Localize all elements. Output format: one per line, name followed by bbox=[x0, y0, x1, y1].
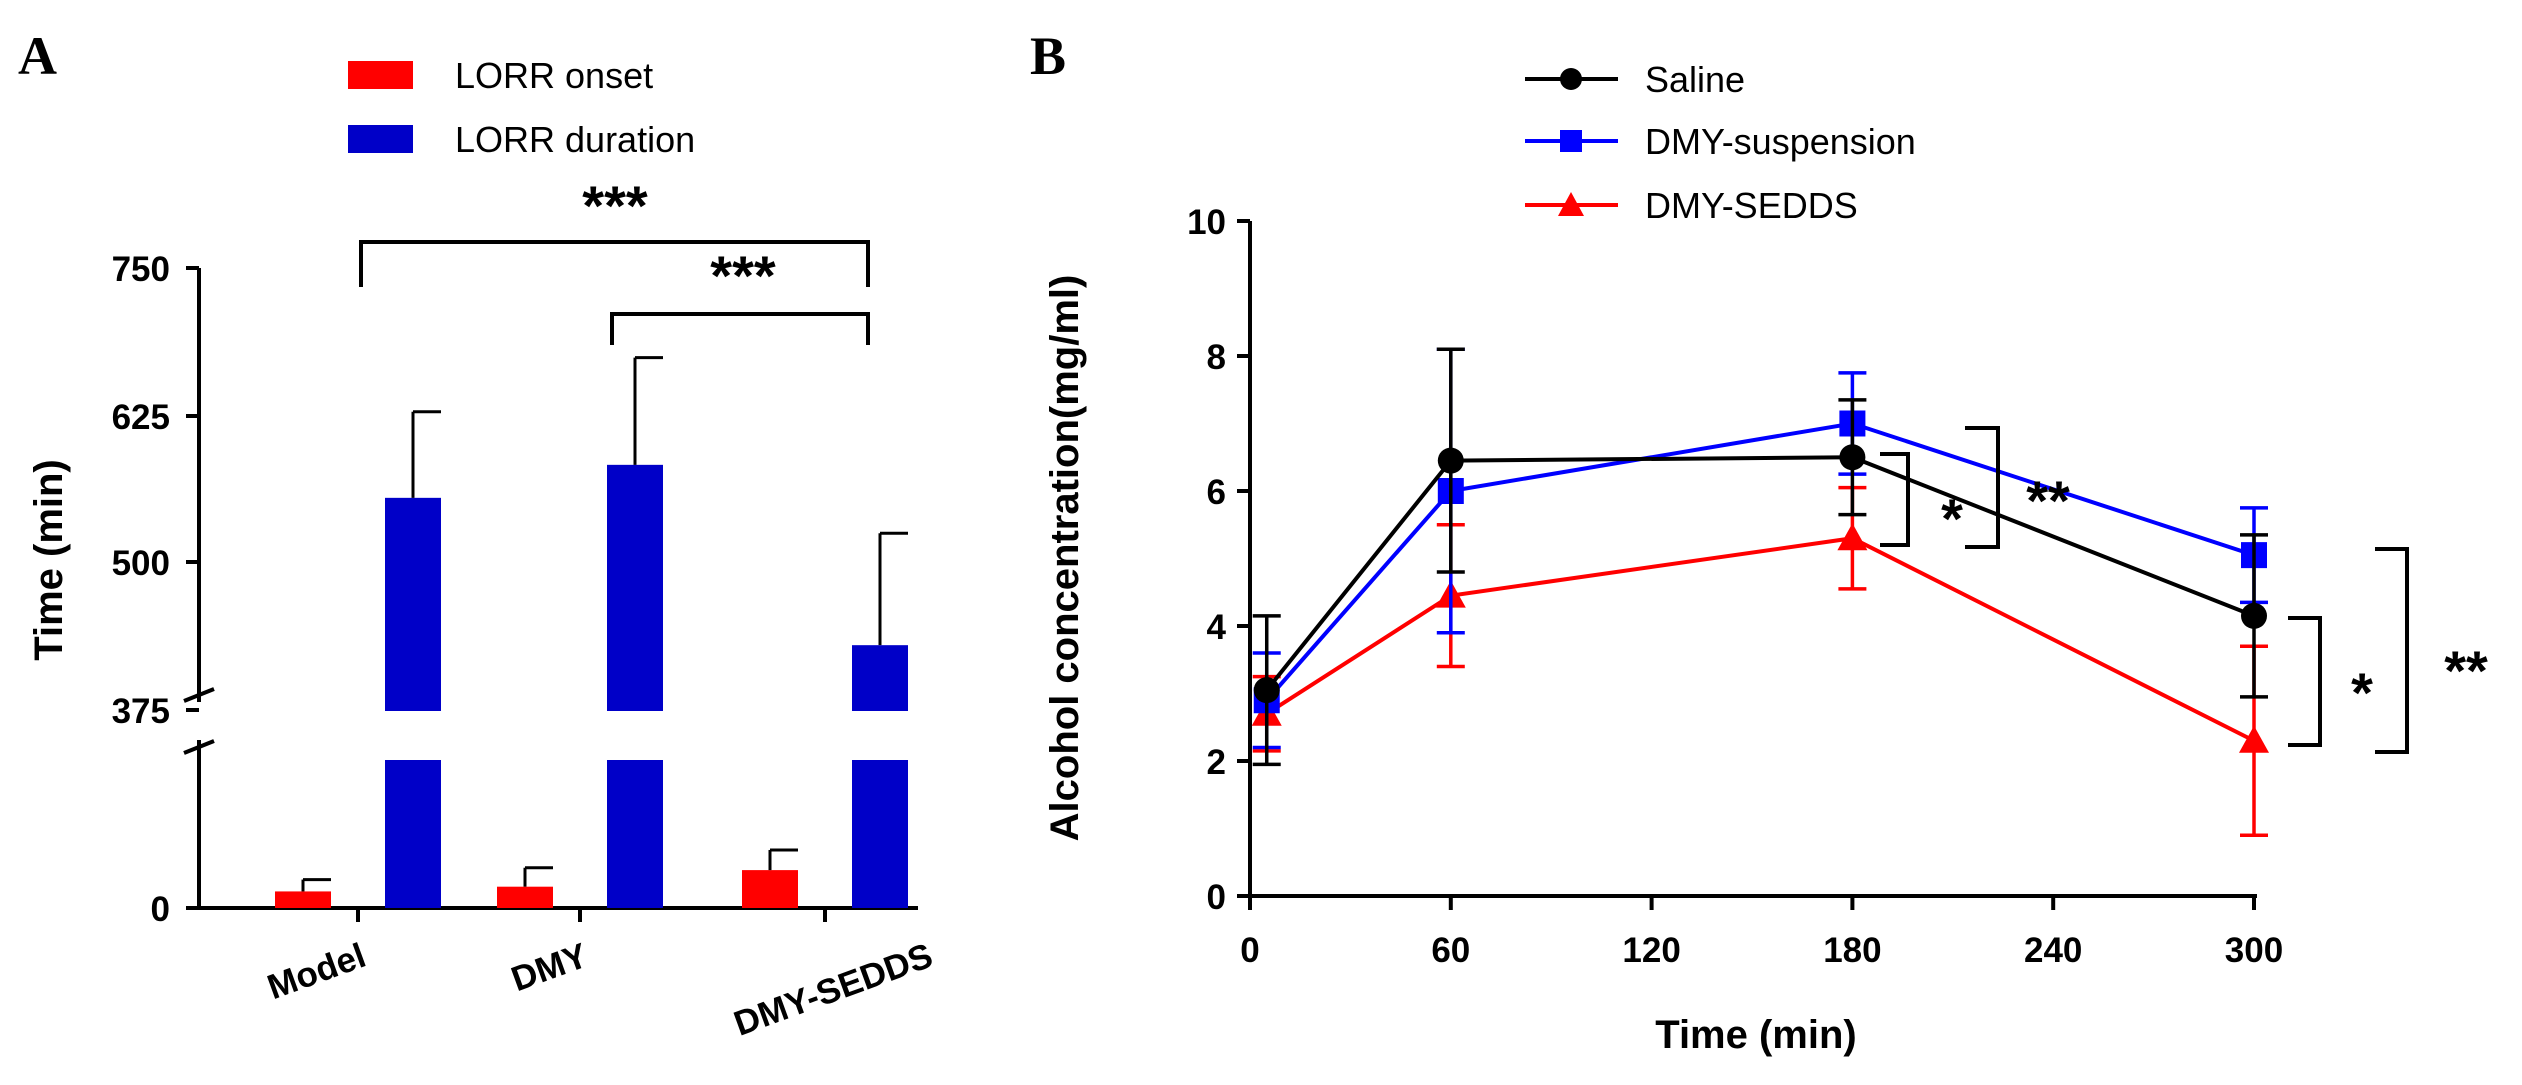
data-point-dmy-sedds bbox=[2239, 725, 2269, 753]
panel-a-chart: LORR onset LORR duration 750 625 500 375… bbox=[27, 55, 938, 1044]
legend-label-saline: Saline bbox=[1645, 59, 1745, 100]
y-tick-label: 10 bbox=[1187, 203, 1226, 242]
significance-bracket bbox=[1965, 426, 2000, 549]
bar-lorr-onset bbox=[275, 891, 331, 908]
panel-b-chart: Saline DMY-suspension DMY-SEDDS 02468100… bbox=[1043, 59, 2488, 1057]
legend-label-sedds: DMY-SEDDS bbox=[1645, 185, 1858, 226]
legend-marker-saline bbox=[1560, 68, 1582, 90]
y-tick-label: 0 bbox=[151, 890, 170, 929]
panel-b-letter: B bbox=[1030, 26, 1066, 86]
panel-a-bars bbox=[275, 356, 908, 908]
bar-lorr-duration bbox=[607, 464, 663, 711]
y-tick-label: 4 bbox=[1207, 608, 1227, 647]
data-point-saline bbox=[1437, 447, 1464, 474]
x-tick-label-model: Model bbox=[262, 936, 370, 1007]
y-tick-label: 0 bbox=[1207, 878, 1226, 917]
legend-swatch-duration bbox=[348, 125, 413, 153]
y-tick-label: 2 bbox=[1207, 743, 1226, 782]
significance-bracket bbox=[1880, 452, 1910, 547]
panel-b-ticks: 0 2 4 6 8 10 0 60 120 180 240 300 bbox=[1187, 203, 2283, 970]
bar-lorr-duration-lower bbox=[607, 760, 663, 908]
legend-label-onset: LORR onset bbox=[455, 55, 653, 96]
series-line-dmy-suspension bbox=[1265, 421, 2255, 702]
significance-stars: ** bbox=[2026, 469, 2070, 532]
panel-a-letter: A bbox=[18, 26, 57, 86]
bar-lorr-duration-lower bbox=[385, 760, 441, 908]
legend-label-duration: LORR duration bbox=[455, 119, 695, 160]
significance-stars: ** bbox=[2444, 639, 2488, 702]
bar-lorr-onset bbox=[742, 870, 798, 908]
legend-marker-suspension bbox=[1560, 130, 1582, 152]
significance-stars: * bbox=[2351, 661, 2373, 724]
x-tick-label: 300 bbox=[2225, 931, 2283, 970]
x-tick-label: 120 bbox=[1622, 931, 1680, 970]
x-axis-label: Time (min) bbox=[1655, 1013, 1857, 1057]
data-point-dmy-sedds bbox=[1837, 523, 1868, 551]
legend-label-suspension: DMY-suspension bbox=[1645, 121, 1916, 162]
significance-bracket bbox=[2375, 547, 2409, 754]
panel-a-legend: LORR onset LORR duration bbox=[348, 55, 695, 160]
significance-bracket bbox=[2288, 616, 2322, 747]
significance-bracket bbox=[610, 312, 870, 345]
legend-marker-sedds bbox=[1558, 192, 1584, 216]
x-tick-label: 180 bbox=[1823, 931, 1881, 970]
y-tick-label: 625 bbox=[112, 398, 170, 437]
panel-b-legend: Saline DMY-suspension DMY-SEDDS bbox=[1525, 59, 1916, 226]
axis-break-mark-top bbox=[183, 687, 215, 703]
y-tick-label: 8 bbox=[1207, 338, 1226, 377]
y-axis-label: Alcohol concentration(mg/ml) bbox=[1043, 275, 1087, 842]
bar-lorr-duration bbox=[385, 497, 441, 711]
significance-stars: *** bbox=[582, 174, 648, 237]
panel-b-series bbox=[1251, 347, 2269, 837]
x-tick-label: 240 bbox=[2024, 931, 2082, 970]
x-tick-label: 0 bbox=[1240, 931, 1259, 970]
axis-break-mark-bottom bbox=[183, 739, 215, 755]
y-tick-label: 500 bbox=[112, 544, 170, 583]
bar-lorr-duration-lower bbox=[852, 760, 908, 908]
significance-stars: * bbox=[1941, 487, 1963, 550]
series-line-dmy-sedds bbox=[1265, 536, 2255, 743]
significance-bracket bbox=[359, 240, 870, 287]
y-axis-label: Time (min) bbox=[27, 459, 71, 661]
significance-stars: *** bbox=[710, 244, 776, 307]
x-tick-label: 60 bbox=[1431, 931, 1470, 970]
series-line-saline bbox=[1265, 455, 2255, 692]
data-point-saline bbox=[1839, 444, 1866, 471]
y-tick-label: 750 bbox=[112, 250, 170, 289]
x-tick-label-dmy: DMY bbox=[506, 936, 592, 999]
bar-lorr-duration bbox=[852, 645, 908, 711]
legend-swatch-onset bbox=[348, 61, 413, 89]
y-tick-label: 375 bbox=[112, 692, 170, 731]
x-tick-label-dmy-sedds: DMY-SEDDS bbox=[729, 936, 938, 1044]
data-point-saline bbox=[2241, 602, 2267, 629]
data-point-saline bbox=[1253, 677, 1280, 704]
bar-lorr-onset bbox=[497, 886, 553, 908]
y-tick-label: 6 bbox=[1207, 473, 1226, 512]
panel-a-significance: *** *** bbox=[359, 174, 870, 345]
panel-b-significance: * ** * ** bbox=[1880, 426, 2488, 754]
